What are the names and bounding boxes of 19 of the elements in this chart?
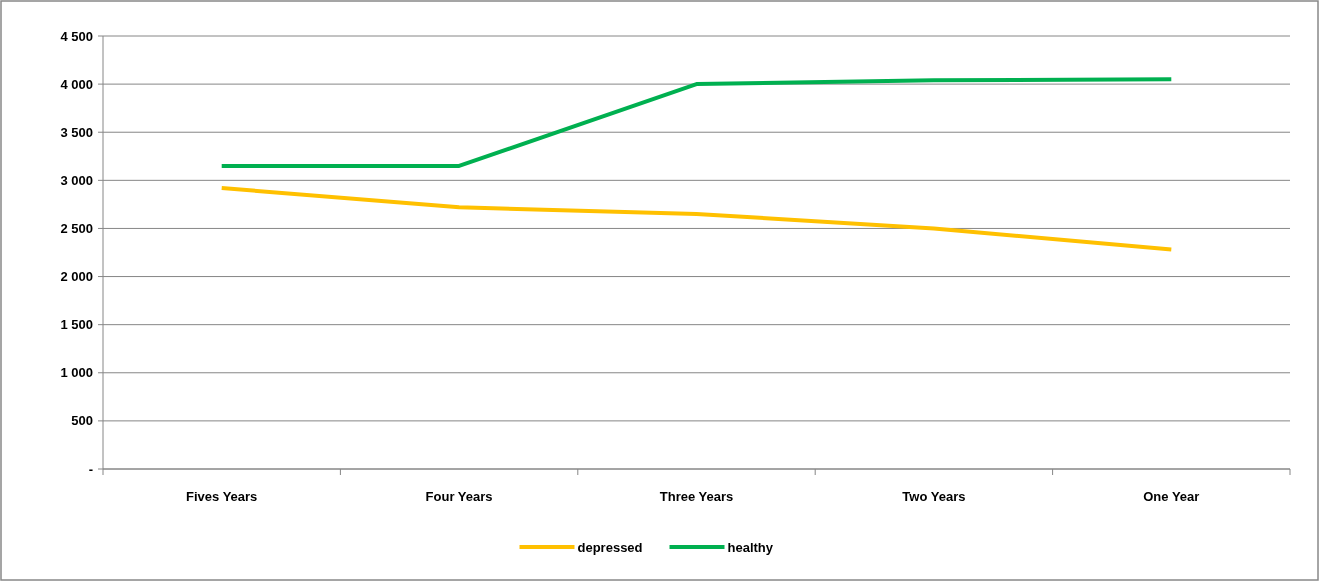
legend-label: healthy <box>727 539 774 555</box>
y-tick-label: 4 000 <box>60 76 93 92</box>
line-series <box>219 186 1174 252</box>
y-tick-label: 2 500 <box>60 220 93 236</box>
legend-label: depressed <box>577 539 643 555</box>
y-tick-label: 4 500 <box>60 28 93 44</box>
x-tick-label: Two Years <box>902 489 966 504</box>
x-tick-label: Three Years <box>659 489 734 504</box>
x-tick-label: One Year <box>1143 489 1200 504</box>
y-tick-label: 1 000 <box>60 365 93 381</box>
y-tick-label: - <box>88 461 93 477</box>
line-series <box>219 77 1174 168</box>
y-tick-label: 3 500 <box>60 124 93 140</box>
y-tick-label: 3 000 <box>60 172 93 188</box>
y-tick-label: 500 <box>71 413 93 429</box>
y-tick-label: 1 500 <box>60 317 93 333</box>
y-tick-label: 2 000 <box>60 269 93 285</box>
x-tick-label: Fives Years <box>186 489 258 504</box>
x-tick-label: Four Years <box>425 489 493 504</box>
